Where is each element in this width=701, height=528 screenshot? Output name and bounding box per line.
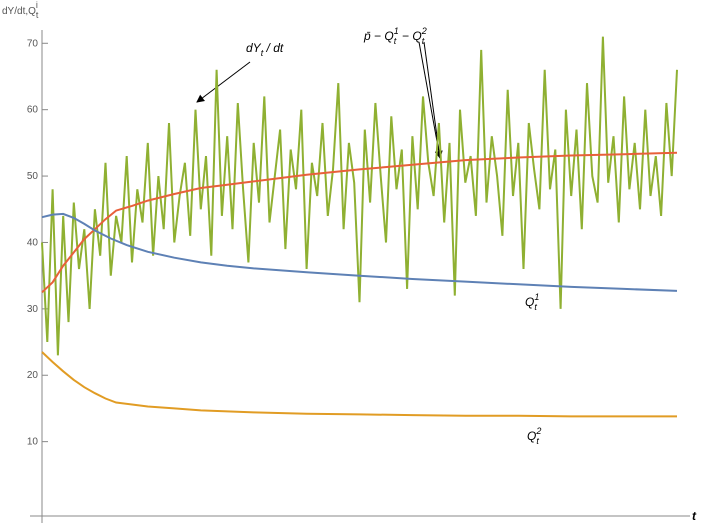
y-axis-label-part: t	[36, 10, 39, 20]
arrow	[418, 41, 443, 159]
series-line	[41, 36, 678, 356]
series-line	[41, 212, 678, 292]
x-axis-label: t	[692, 509, 697, 523]
series-line	[41, 151, 678, 294]
arrow	[196, 61, 251, 103]
series-line	[41, 351, 677, 418]
y-tick-label: 60	[27, 105, 39, 116]
annotation-part: 1	[534, 292, 539, 302]
annotation-part: t	[534, 302, 537, 312]
y-axis-label-part: dY/dt,Q	[2, 6, 36, 17]
annotation-part: / dt	[263, 41, 284, 55]
annotation-part: p̄ − Q	[363, 29, 394, 43]
y-tick-label: 10	[27, 437, 39, 448]
annotation-part: 1	[394, 26, 399, 36]
annotation: Qt1	[525, 292, 539, 312]
annotation-part: t	[394, 36, 397, 46]
y-tick-label: 50	[27, 171, 39, 182]
annotation-part: t	[536, 436, 539, 446]
annotation-part: dY	[246, 41, 262, 55]
annotation-part: 2	[421, 26, 427, 36]
y-tick-label: 20	[27, 370, 39, 381]
annotation-part: Q	[527, 429, 536, 443]
annotation-part: 2	[535, 426, 541, 436]
y-tick-label: 70	[27, 38, 39, 49]
y-axis-label-part: i	[36, 0, 38, 10]
y-axis-label: dY/dt,Qti	[2, 0, 39, 20]
annotation: Qt2	[527, 426, 541, 446]
annotation: p̄ − Qt1 − Qt2	[363, 26, 427, 46]
y-tick-label: 40	[27, 237, 39, 248]
y-tick-label: 30	[27, 304, 39, 315]
annotation-part: − Q	[399, 29, 422, 43]
annotation-part: t	[261, 48, 264, 58]
annotation: dYt / dt	[246, 41, 284, 58]
plot-area: 10 20 30 40 50 60 70	[27, 36, 678, 448]
annotation-part: Q	[525, 295, 534, 309]
annotation-part: t	[422, 36, 425, 46]
